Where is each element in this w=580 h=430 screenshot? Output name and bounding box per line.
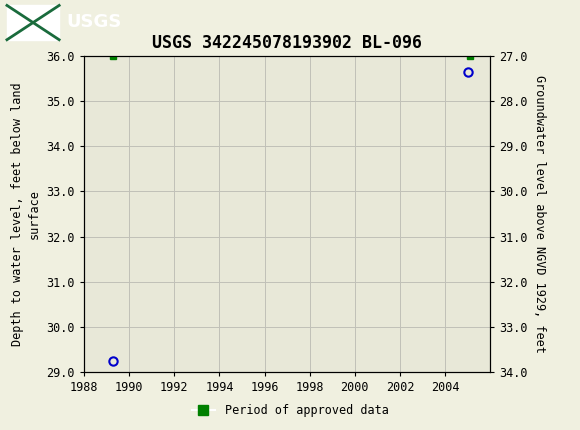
Legend: Period of approved data: Period of approved data <box>187 399 393 422</box>
Y-axis label: Groundwater level above NGVD 1929, feet: Groundwater level above NGVD 1929, feet <box>533 75 546 353</box>
Y-axis label: Depth to water level, feet below land
surface: Depth to water level, feet below land su… <box>11 82 41 346</box>
Text: USGS: USGS <box>67 12 122 31</box>
Title: USGS 342245078193902 BL-096: USGS 342245078193902 BL-096 <box>152 34 422 52</box>
FancyBboxPatch shape <box>7 6 59 40</box>
